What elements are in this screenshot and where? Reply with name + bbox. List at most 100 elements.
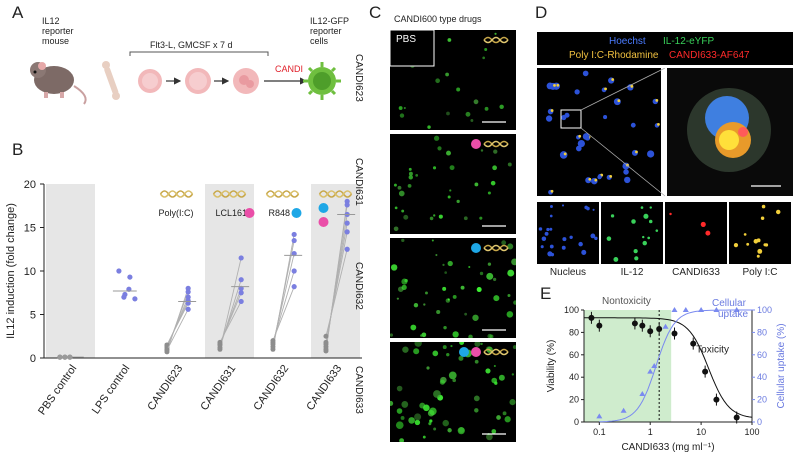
green-signal <box>420 334 423 337</box>
r848-dot <box>291 208 302 218</box>
x-tick-label: CANDI631 <box>198 363 238 413</box>
channel-signal <box>642 240 647 246</box>
green-signal <box>396 297 399 300</box>
channel-signal <box>606 236 612 241</box>
pair-line <box>219 257 242 350</box>
baseline-point <box>217 339 223 345</box>
row-label: CANDI631 <box>353 158 364 206</box>
data-point <box>291 231 297 238</box>
channel-signal <box>733 243 739 248</box>
legend-hoechst: Hoechst <box>609 36 646 47</box>
green-signal <box>513 300 516 305</box>
green-signal <box>393 226 399 232</box>
data-point <box>116 268 122 274</box>
y-tick-label: 5 <box>30 310 36 322</box>
green-signal <box>421 332 427 338</box>
x-tick-label: 10 <box>696 427 706 437</box>
green-signal <box>414 413 422 421</box>
baseline-point <box>164 342 170 348</box>
green-signal <box>447 428 452 433</box>
green-signal <box>504 416 511 423</box>
channel-image <box>729 202 791 264</box>
green-signal <box>414 419 421 426</box>
green-signal <box>447 38 452 42</box>
legend-candi: CANDI633-AF647 <box>669 50 750 61</box>
green-signal <box>511 258 516 266</box>
channel-signal <box>643 213 649 219</box>
channel-signal <box>649 206 652 209</box>
green-signal <box>433 390 441 398</box>
toxicity-label: Toxicity <box>696 345 729 356</box>
confocal-images <box>537 68 793 264</box>
lcl161-dot <box>318 217 329 227</box>
green-signal <box>474 182 479 187</box>
green-signal <box>486 433 493 441</box>
green-signal <box>444 271 447 274</box>
green-signal <box>390 333 393 337</box>
channel-signal <box>550 252 555 257</box>
uptake-point <box>713 307 720 312</box>
green-signal <box>397 185 402 190</box>
channel-signal <box>705 230 711 236</box>
green-signal <box>429 407 437 416</box>
lcl161-dot <box>471 347 481 357</box>
green-signal <box>468 265 471 269</box>
column-shade <box>311 184 360 358</box>
uptake-point <box>662 323 669 329</box>
green-signal <box>435 78 440 84</box>
channel-signal <box>760 216 765 220</box>
green-signal <box>498 374 505 381</box>
green-signal <box>431 239 434 242</box>
green-signal <box>404 278 408 283</box>
green-signal <box>403 214 409 220</box>
channel-signal <box>655 229 659 232</box>
data-point <box>127 274 133 280</box>
green-signal <box>390 264 398 271</box>
y2-tick-label: 100 <box>757 305 772 315</box>
dna-icon <box>483 244 509 252</box>
green-signal <box>390 400 394 406</box>
uptake-point <box>596 413 603 419</box>
channel-label-0: Nucleus <box>549 267 587 278</box>
green-signal <box>491 429 497 434</box>
pair-line <box>325 231 348 343</box>
channel-signal <box>648 219 653 224</box>
uptake-point <box>651 363 658 368</box>
polyic-core <box>719 130 739 150</box>
green-signal <box>428 422 432 426</box>
channel-signal <box>590 233 596 239</box>
polyic-signal <box>556 83 560 87</box>
viability-point <box>733 414 740 421</box>
green-signal <box>438 214 443 219</box>
y-tick-label: 20 <box>24 179 36 191</box>
green-signal <box>492 165 497 171</box>
green-signal <box>512 345 516 350</box>
il12-induction-chart: 0 5 10 15 20 IL12 induction (fold change) Poly… <box>5 179 362 417</box>
dna-icon <box>483 348 509 356</box>
green-signal <box>408 175 413 180</box>
panel-a-letter: A <box>12 3 24 22</box>
green-signal <box>468 334 473 338</box>
green-signal <box>464 312 468 316</box>
channel-signal <box>549 214 553 218</box>
green-signal <box>459 342 465 346</box>
nucleus-signal <box>559 151 568 159</box>
channel-label-3: Poly I:C <box>742 267 778 278</box>
nucleus-signal <box>623 169 629 175</box>
green-signal <box>400 416 405 420</box>
green-signal <box>401 238 405 243</box>
polyic-signal <box>553 83 556 87</box>
polyic-signal <box>630 84 634 88</box>
viability-point <box>690 340 697 347</box>
green-signal <box>422 435 426 439</box>
green-signal <box>433 135 440 141</box>
lcl161-dot <box>244 208 255 218</box>
channel-signal <box>757 248 763 254</box>
polyic-signal <box>655 99 659 102</box>
y-tick-label: 15 <box>24 223 36 235</box>
green-signal <box>449 165 455 171</box>
green-signal <box>402 346 409 353</box>
nucleus-signal <box>575 145 582 152</box>
panel-c-letter: C <box>369 3 382 22</box>
green-signal <box>414 342 422 347</box>
